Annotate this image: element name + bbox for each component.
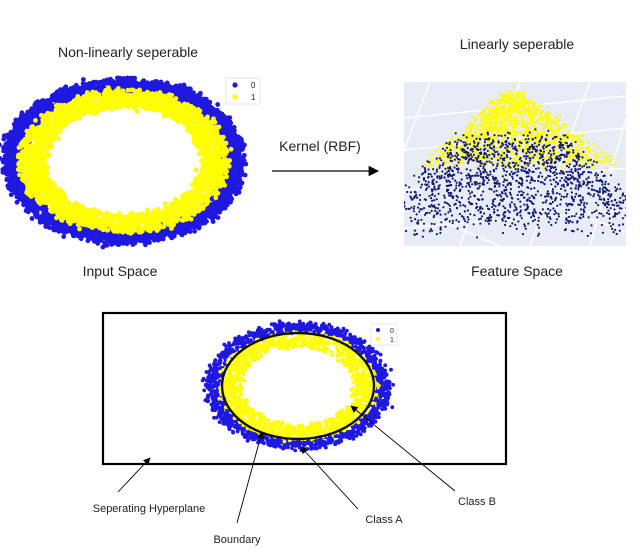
bottom-scatter xyxy=(200,319,395,453)
label-input-space: Input Space xyxy=(83,263,158,279)
legend-bottom-marker-0 xyxy=(376,328,380,332)
feature-space-plot xyxy=(404,82,626,246)
title-linear: Linearly seperable xyxy=(460,36,575,52)
legend-top-marker-0 xyxy=(232,82,238,88)
arrow-hyperplane xyxy=(117,457,151,493)
legend-top: 0 1 xyxy=(225,77,261,105)
input-space-scatter xyxy=(0,75,249,250)
label-feature-space: Feature Space xyxy=(471,263,563,279)
kernel-label: Kernel (RBF) xyxy=(279,138,361,154)
decision-boundary xyxy=(220,331,376,441)
label-class-a: Class A xyxy=(365,514,403,526)
legend-top-frame xyxy=(225,77,261,105)
legend-bottom-label-1: 1 xyxy=(390,337,394,344)
arrow-class-b xyxy=(350,405,456,492)
legend-top-label-1: 1 xyxy=(251,93,256,102)
feature-space-scatter xyxy=(404,86,626,239)
legend-top-marker-1 xyxy=(232,94,238,100)
legend-bottom-label-0: 0 xyxy=(390,328,394,335)
arrow-boundary xyxy=(236,431,264,524)
legend-top-label-0: 0 xyxy=(251,81,256,90)
label-class-b: Class B xyxy=(458,496,496,508)
title-nonlinear: Non-linearly seperable xyxy=(58,44,198,60)
label-hyperplane: Seperating Hyperplane xyxy=(93,503,206,515)
arrow-class-a xyxy=(300,446,359,510)
legend-bottom-marker-1 xyxy=(376,337,380,341)
legend-bottom: 0 1 xyxy=(370,323,398,346)
label-boundary: Boundary xyxy=(213,534,261,546)
